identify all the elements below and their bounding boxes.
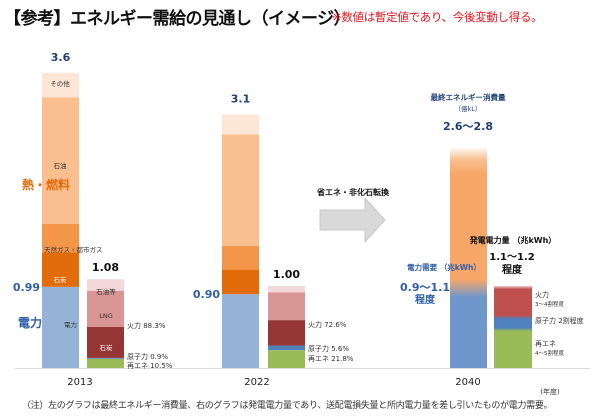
bar-gen-gen_lng-2022 xyxy=(268,292,305,321)
nuclear-share-2040: 原子力 2割程度 xyxy=(535,316,584,325)
bar-final-other-2013 xyxy=(42,72,79,98)
transition-arrow-icon xyxy=(319,196,386,244)
x-tick-label-2022: 2022 xyxy=(244,377,269,388)
bar-final-other-2022 xyxy=(222,114,259,135)
bar-final-2040 xyxy=(450,146,487,368)
bar-gen-gen_coal-2022 xyxy=(268,320,305,346)
gen-total-label-2022: 1.00 xyxy=(273,268,300,281)
thermal-share-label-2022: 火力 72.6% xyxy=(308,320,347,329)
gen-total-label-2013: 1.08 xyxy=(92,261,119,274)
segment-label-coal: 石炭 xyxy=(54,276,68,284)
final-total-label-2022: 3.1 xyxy=(231,93,251,106)
transition-label: 省エネ・非化石転換 xyxy=(316,187,390,197)
segment-label-gen-coal: 石炭 xyxy=(100,344,114,352)
bar-gen-gen_oil-2013 xyxy=(87,279,124,291)
x-tick-label-2013: 2013 xyxy=(67,377,92,388)
segment-label-electricity: 電力 xyxy=(64,320,77,329)
bar-gen-2040 xyxy=(494,286,532,368)
renewable-share-label-2013: 再エネ 10.5% xyxy=(127,362,173,370)
bar-final-gas-2013 xyxy=(42,223,79,253)
renewable-share-label-2022: 再エネ 21.8% xyxy=(308,355,354,363)
gen-title-2040: 発電電力量 （兆kWh） xyxy=(469,235,557,245)
renewable-share-2040: 4〜5割程度 xyxy=(535,349,564,357)
bar-gen-gen_coal-2013 xyxy=(87,326,124,358)
x-tick-label-2040: 2040 xyxy=(455,377,480,388)
heat-fuel-label: 熱・燃料 xyxy=(22,177,70,192)
provisional-note: ※数値は暫定値であり、今後変動し得る。 xyxy=(332,10,543,24)
bar-gen-gen_nuclear-2013 xyxy=(87,357,124,359)
footnote: （注）左のグラフは最終エネルギー消費量、右のグラフは発電電力量であり、送配電損失… xyxy=(22,401,553,411)
bar-gen-gen_oil-2022 xyxy=(268,286,305,293)
segment-label-gen-oil: 石油等 xyxy=(96,287,116,296)
bar-final-electricity-2013 xyxy=(42,286,79,368)
demand-suffix-2040: 程度 xyxy=(415,293,436,306)
bar-final-coal-2013 xyxy=(42,252,79,287)
thermal-share-label-2013: 火力 88.3% xyxy=(127,321,166,330)
segment-label-gas: 天然ガス・都市ガス xyxy=(44,245,103,254)
bar-final-electricity-2022 xyxy=(222,294,259,368)
nuclear-share-label-2013: 原子力 0.9% xyxy=(127,352,168,361)
electricity-total-label-2022: 0.90 xyxy=(193,288,220,301)
bar-final-gas-2022 xyxy=(222,245,259,270)
bar-final-oil-2013 xyxy=(42,97,79,224)
bar-final-oil-2022 xyxy=(222,134,259,246)
bar-final-coal-2022 xyxy=(222,269,259,295)
segment-label-other: その他 xyxy=(50,79,70,88)
page-title: 【参考】エネルギー需給の見通し（イメージ） xyxy=(4,9,351,29)
gen-value-2040: 1.1〜1.2 xyxy=(489,252,534,263)
final-consumption-title-2040: 最終エネルギー消費量 xyxy=(431,92,506,102)
thermal-share-2040: 3〜4割程度 xyxy=(535,300,564,308)
segment-label-gen-lng: LNG xyxy=(99,312,113,320)
bar-gen-gen_nuclear-2022 xyxy=(268,345,305,351)
gen-suffix-2040: 程度 xyxy=(502,263,523,276)
thermal-label-2040: 火力 xyxy=(535,290,549,299)
final-total-label-2013: 3.6 xyxy=(51,51,71,64)
segment-label-oil: 石油 xyxy=(54,161,67,170)
power-label: 電力 xyxy=(18,315,42,330)
bar-gen-gen_renew-2022 xyxy=(268,350,305,368)
demand-title-2040: 電力需要 （兆kWh） xyxy=(407,262,481,272)
electricity-total-label-2013: 0.99 xyxy=(13,281,40,294)
bar-gen-gen_renew-2013 xyxy=(87,358,124,368)
x-axis-unit-label: (年度) xyxy=(540,387,560,396)
demand-value-2040: 0.9〜1.1 xyxy=(400,281,450,294)
final-total-label-2040: 2.6〜2.8 xyxy=(443,120,493,133)
nuclear-share-label-2022: 原子力 5.6% xyxy=(308,344,349,353)
renewable-label-2040: 再エネ xyxy=(535,340,556,348)
final-consumption-unit-2040: （億kL） xyxy=(455,104,482,113)
bar-gen-gen_lng-2013 xyxy=(87,290,124,327)
